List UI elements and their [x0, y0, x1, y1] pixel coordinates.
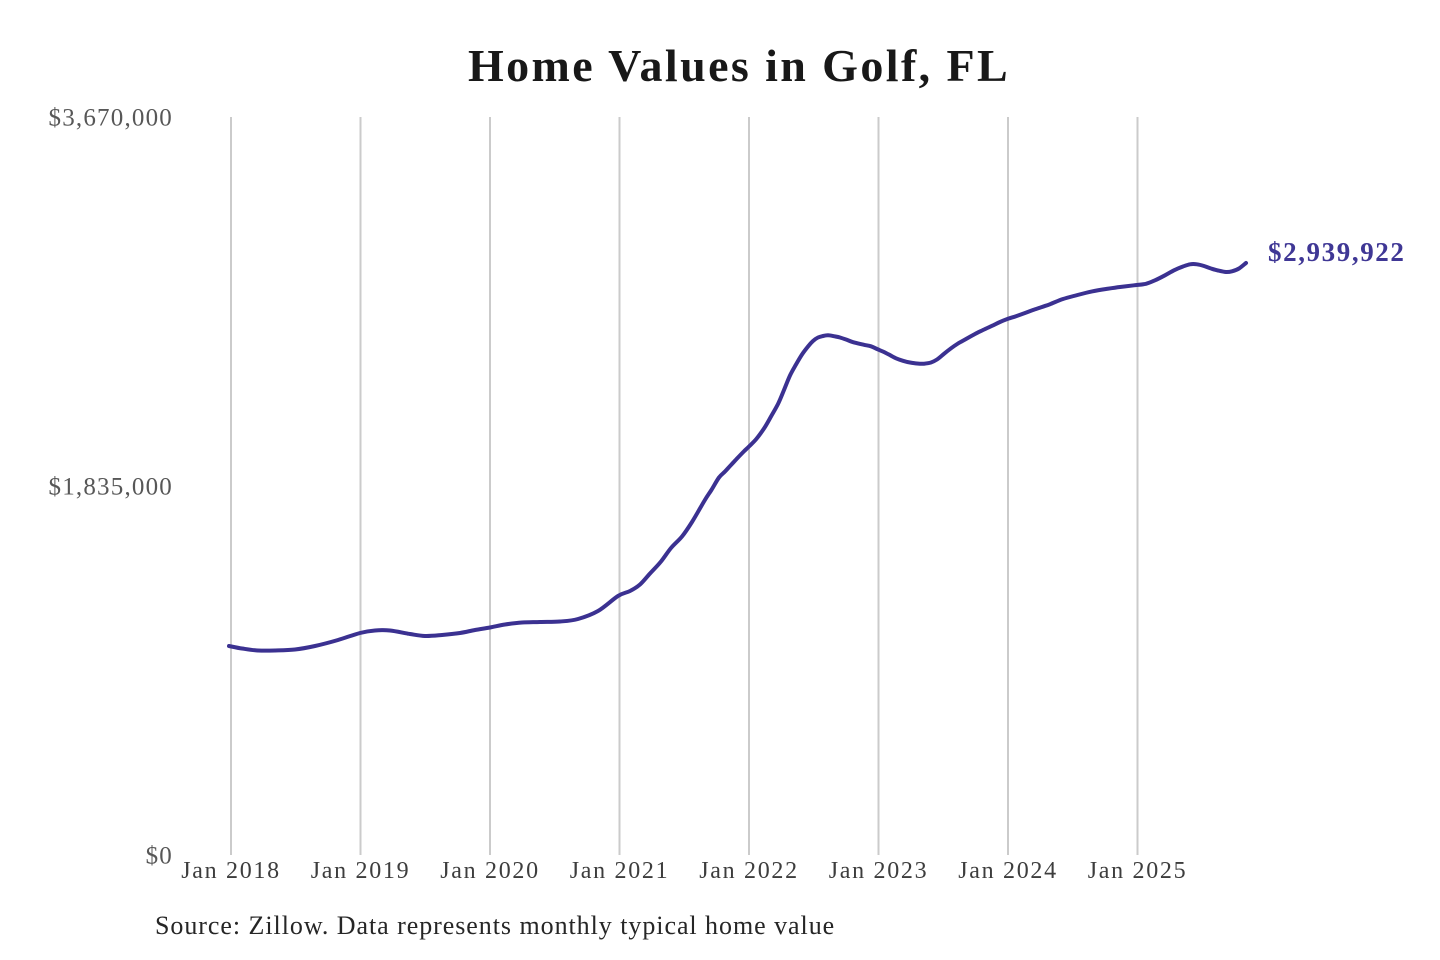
- svg-text:Jan 2021: Jan 2021: [570, 858, 670, 884]
- svg-text:Jan 2025: Jan 2025: [1088, 858, 1188, 884]
- svg-text:Jan 2018: Jan 2018: [181, 858, 281, 884]
- svg-text:Jan 2022: Jan 2022: [699, 858, 799, 884]
- svg-text:Jan 2020: Jan 2020: [440, 858, 540, 884]
- svg-text:Jan 2023: Jan 2023: [829, 858, 929, 884]
- svg-text:$1,835,000: $1,835,000: [49, 474, 174, 501]
- svg-text:$3,670,000: $3,670,000: [49, 105, 174, 132]
- svg-text:Source: Zillow. Data represent: Source: Zillow. Data represents monthly …: [155, 911, 835, 940]
- svg-text:Jan 2019: Jan 2019: [311, 858, 411, 884]
- svg-text:Jan 2024: Jan 2024: [958, 858, 1058, 884]
- svg-text:$0: $0: [146, 843, 173, 870]
- svg-text:Home Values in Golf, FL: Home Values in Golf, FL: [468, 40, 1010, 91]
- svg-text:$2,939,922: $2,939,922: [1268, 237, 1406, 267]
